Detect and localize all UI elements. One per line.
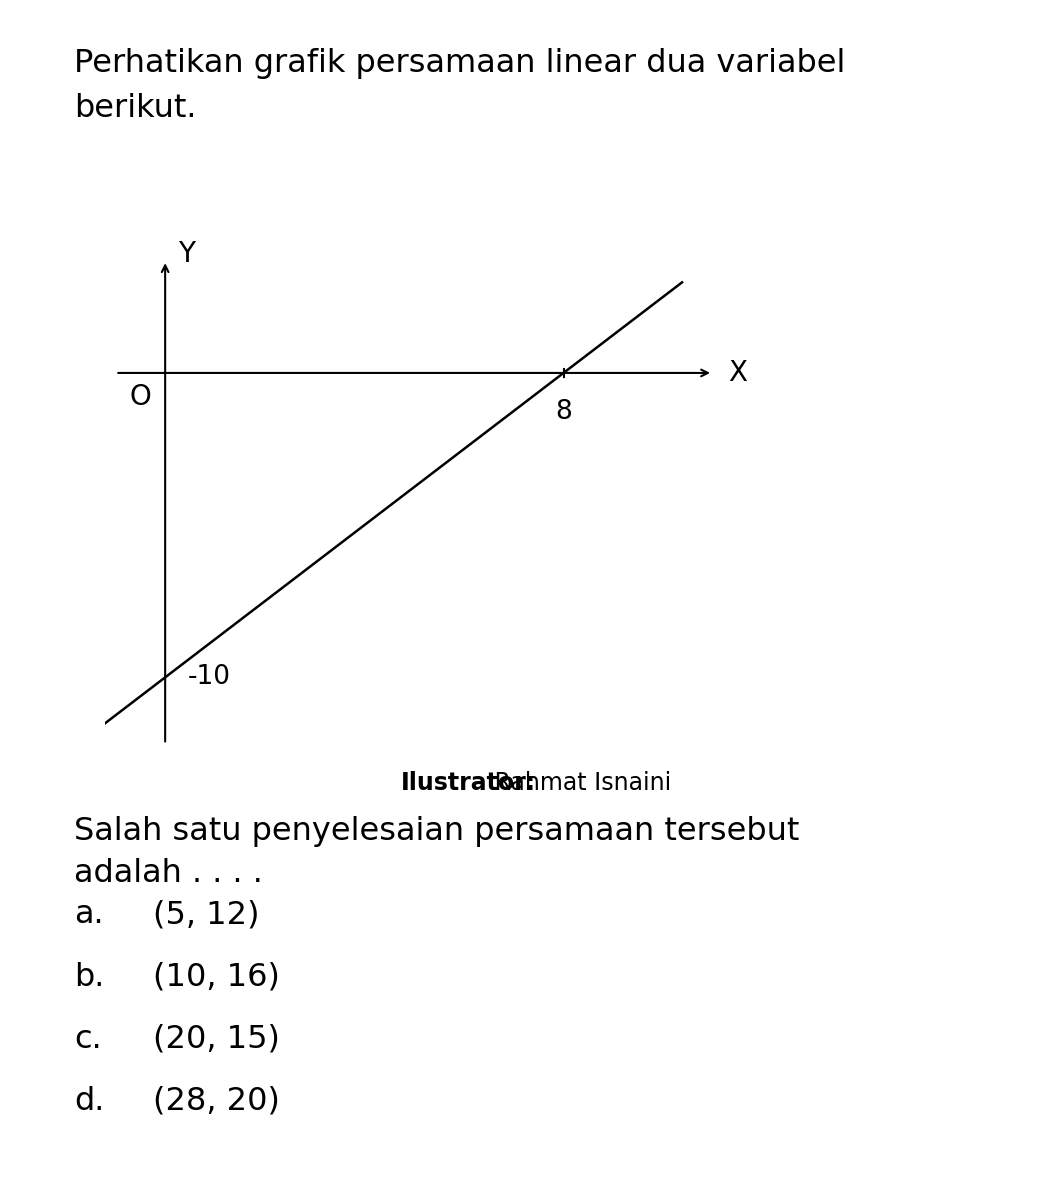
Text: (28, 20): (28, 20)	[153, 1086, 279, 1117]
Text: O: O	[130, 383, 151, 411]
Text: Ilustrator:: Ilustrator:	[401, 771, 535, 795]
Text: 8: 8	[555, 398, 572, 425]
Text: Y: Y	[178, 240, 195, 268]
Text: adalah . . . .: adalah . . . .	[74, 858, 262, 889]
Text: Rahmat Isnaini: Rahmat Isnaini	[487, 771, 671, 795]
Text: (20, 15): (20, 15)	[153, 1024, 279, 1055]
Text: -10: -10	[188, 664, 231, 690]
Text: c.: c.	[74, 1024, 101, 1055]
Text: (5, 12): (5, 12)	[153, 899, 259, 930]
Text: a.: a.	[74, 899, 103, 930]
Text: X: X	[728, 359, 747, 388]
Text: berikut.: berikut.	[74, 93, 196, 124]
Text: Salah satu penyelesaian persamaan tersebut: Salah satu penyelesaian persamaan terseb…	[74, 816, 799, 847]
Text: d.: d.	[74, 1086, 104, 1117]
Text: Perhatikan grafik persamaan linear dua variabel: Perhatikan grafik persamaan linear dua v…	[74, 48, 845, 79]
Text: (10, 16): (10, 16)	[153, 962, 279, 993]
Text: b.: b.	[74, 962, 104, 993]
